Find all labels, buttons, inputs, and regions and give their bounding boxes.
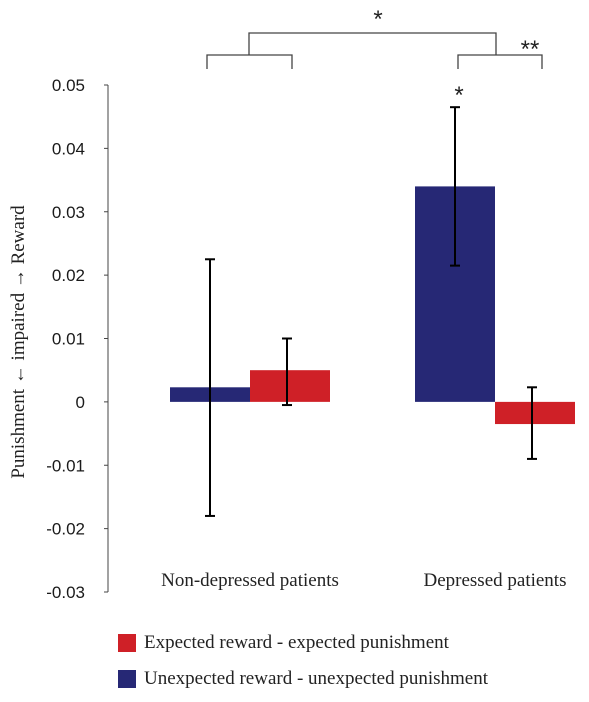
y-tick-label: 0.01 — [52, 330, 85, 349]
y-tick-label: -0.01 — [46, 456, 85, 475]
y-axis-label: Punishment ← impaired → Reward — [8, 205, 29, 479]
significance-bracket — [457, 54, 543, 69]
significance-bracket — [248, 32, 497, 55]
legend: Expected reward - expected punishment Une… — [118, 630, 488, 702]
y-tick-label: 0.04 — [52, 139, 85, 158]
category-labels: Non-depressed patients Depressed patients — [161, 570, 566, 591]
significance-bracket — [206, 54, 293, 69]
legend-label: Unexpected reward - unexpected punishmen… — [144, 668, 488, 689]
bars — [170, 186, 575, 425]
legend-item: Unexpected reward - unexpected punishmen… — [118, 666, 488, 692]
y-axis-label-part: Reward — [8, 205, 29, 269]
significance-annotations: **** — [206, 6, 543, 109]
bar — [250, 370, 330, 402]
y-axis-ticks: 0.05 0.04 0.03 0.02 0.01 0 -0.01 -0.02 -0.03 — [46, 76, 108, 602]
legend-item: Expected reward - expected punishment — [118, 630, 488, 656]
legend-label: Expected reward - expected punishment — [144, 632, 449, 653]
y-axis-label-part: Punishment — [8, 388, 29, 478]
significance-within-depressed: ** — [521, 36, 540, 63]
y-tick-label: 0.05 — [52, 76, 85, 95]
y-axis-label-part: ← impaired → — [8, 269, 29, 389]
significance-depressed-vs-zero: * — [454, 82, 463, 109]
category-label: Depressed patients — [424, 570, 567, 591]
category-label: Non-depressed patients — [161, 570, 339, 591]
y-tick-label: -0.02 — [46, 520, 85, 539]
bar — [495, 401, 575, 425]
y-tick-label: -0.03 — [46, 583, 85, 602]
legend-swatch — [118, 670, 136, 688]
legend-swatch — [118, 634, 136, 652]
y-tick-label: 0.02 — [52, 266, 85, 285]
error-bars — [205, 106, 537, 517]
y-tick-label: 0 — [76, 393, 85, 412]
significance-between-groups: * — [373, 6, 382, 33]
y-tick-label: 0.03 — [52, 203, 85, 222]
